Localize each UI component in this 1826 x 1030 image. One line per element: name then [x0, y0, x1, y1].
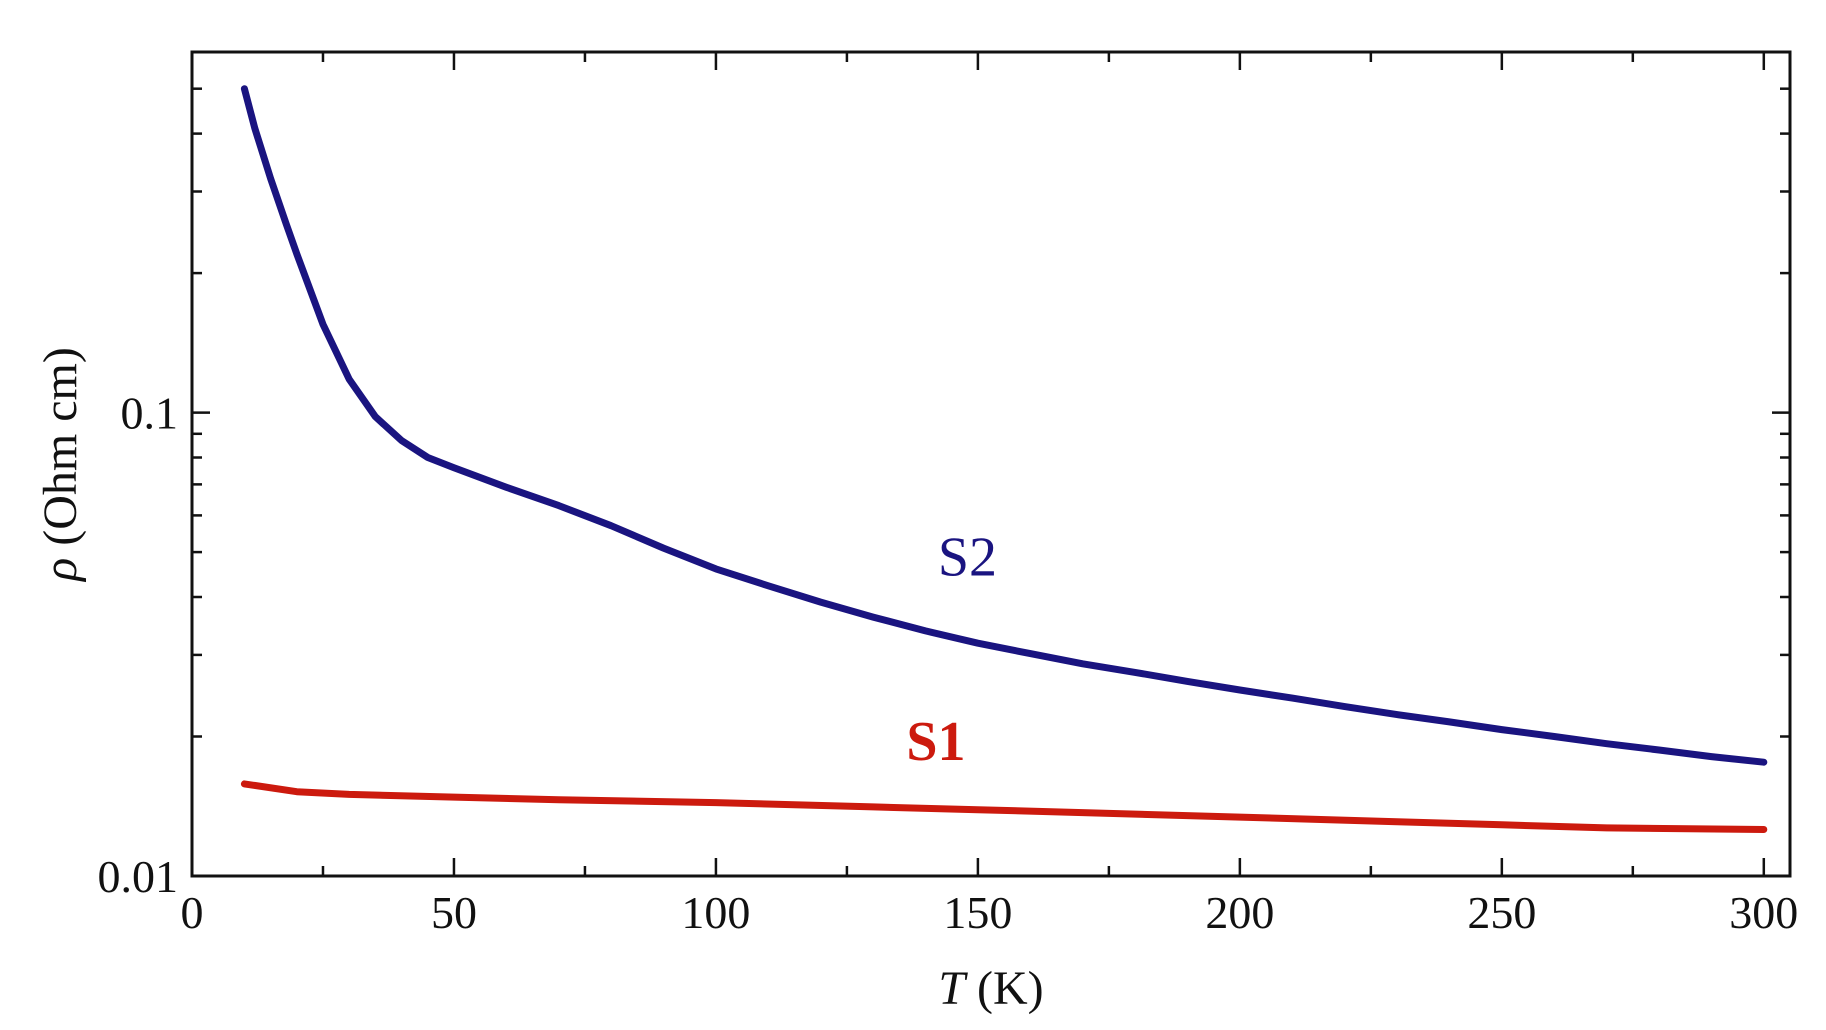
y-tick-label: 0.1: [121, 388, 179, 439]
x-tick-label: 300: [1729, 887, 1798, 938]
series-label-s2: S2: [938, 527, 997, 589]
plot-frame: [190, 50, 1792, 878]
x-tick-label: 50: [431, 887, 477, 938]
x-tick-label: 200: [1205, 887, 1274, 938]
x-axis-label-symbol: T: [938, 962, 968, 1015]
x-tick-label: 250: [1467, 887, 1536, 938]
x-tick-label: 0: [181, 887, 204, 938]
x-axis-label: T (K): [938, 962, 1043, 1015]
y-tick-label: 0.01: [98, 851, 179, 902]
y-axis-label-unit: (Ohm cm): [34, 347, 87, 558]
y-axis-label: ρ (Ohm cm): [34, 347, 87, 583]
x-tick-label: 100: [681, 887, 750, 938]
series-layer: [240, 85, 1768, 833]
series-line-s2: [240, 85, 1768, 766]
series-labels: S2 S1: [906, 527, 997, 773]
y-axis-label-symbol: ρ: [34, 558, 87, 583]
x-tick-label: 150: [943, 887, 1012, 938]
series-line-s1: [240, 780, 1768, 833]
y-axis-ticks: 0.01 0.1: [98, 50, 1790, 902]
series-label-s1: S1: [906, 711, 965, 773]
x-axis-label-unit: (K): [965, 962, 1044, 1015]
x-axis-ticks: 0 50 100 150 200 250 300: [181, 52, 1798, 938]
